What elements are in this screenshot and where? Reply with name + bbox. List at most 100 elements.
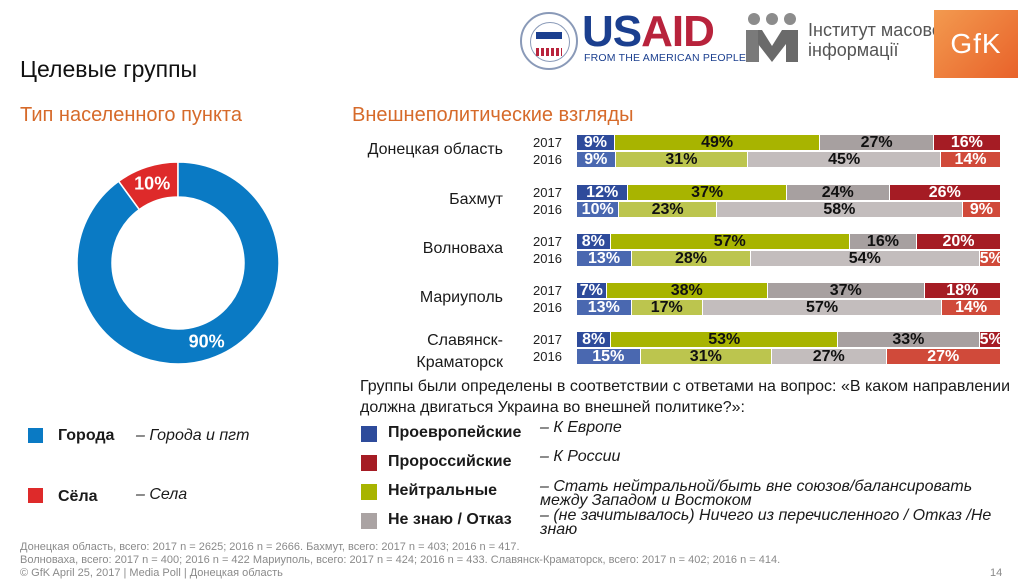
usaid-tagline: FROM THE AMERICAN PEOPLE (584, 52, 747, 64)
legend-desc-0: – К Европе (540, 419, 622, 436)
year-label: 2017 (533, 135, 562, 150)
bar-segment-dont-know: 45% (748, 152, 942, 168)
copyright: © GfK April 25, 2017 | Media Poll | Доне… (20, 567, 283, 579)
bar-segment-neutral: 31% (640, 349, 773, 365)
usaid-aid: AID (641, 7, 715, 56)
page-number: 14 (990, 567, 1003, 579)
legend-desc-1: – К России (540, 448, 621, 465)
region-label: Волноваха (422, 240, 503, 257)
legend-desc-3: – (не зачитывалось) Ничего из перечислен… (540, 507, 992, 538)
donut-label-villages: 10% (134, 174, 170, 194)
year-label: 2017 (533, 332, 562, 347)
bar-row-2016: 10% 23% 58% 9% (577, 202, 1001, 218)
imi-line1: Інститут масової (808, 20, 947, 40)
legend-desc-2: – Стать нейтральной/быть вне союзов/бала… (540, 478, 973, 509)
year-label: 2016 (533, 349, 562, 364)
bar-row-2016: 15% 31% 27% 27% (577, 349, 1001, 365)
bar-segment-prorussian: 14% (941, 152, 1001, 168)
bar-row-2017: 8% 57% 16% 20% (577, 234, 1001, 250)
bar-row-2017: 12% 37% 24% 26% (577, 185, 1001, 201)
donut-slice-cities (76, 161, 280, 365)
bar-row-2016: 9% 31% 45% 14% (577, 152, 1001, 168)
bar-segment-dont-know: 58% (716, 202, 963, 218)
bar-segment-neutral: 17% (631, 300, 703, 316)
usaid-wordmark: USAID (582, 7, 715, 56)
bar-segment-proeuropean: 9% (577, 152, 616, 168)
bar-segment-neutral: 28% (632, 251, 751, 267)
legend-swatch-1 (361, 455, 377, 471)
page-title: Целевые группы (20, 56, 198, 82)
region-label: Мариуполь (419, 289, 503, 306)
bar-segment-neutral: 37% (628, 185, 787, 201)
bar-segment-prorussian: 20% (917, 234, 1001, 250)
legend-name-2: Нейтральные (388, 482, 498, 499)
region-label: Донецкая область (367, 141, 503, 158)
bar-row-2017: 9% 49% 27% 16% (577, 135, 1001, 151)
imi-wordmark: Інститут масової інформації (808, 20, 947, 60)
foreign-policy-subtitle: Внешнеполитические взгляды (352, 104, 634, 126)
year-label: 2016 (533, 300, 562, 315)
legend-swatch-villages (28, 488, 43, 503)
bar-segment-prorussian: 5% (979, 331, 1003, 348)
bar-segment-neutral: 38% (606, 283, 768, 299)
region-label: Бахмут (449, 191, 503, 208)
bar-segment-proeuropean: 8% (577, 234, 611, 250)
year-label: 2016 (533, 202, 562, 217)
bar-segment-neutral: 53% (611, 332, 839, 348)
legend-label-villages: Сёла (58, 488, 98, 505)
footnote-line-1: Донецкая область, всего: 2017 n = 2625; … (20, 541, 520, 553)
legend-desc-cities: – Города и пгт (136, 427, 250, 444)
bar-segment-neutral: 49% (614, 135, 821, 151)
bar-segment-prorussian: 5% (979, 250, 1003, 267)
bar-segment-dont-know: 24% (786, 185, 890, 201)
legend-item-villages: Сёла – Села (28, 486, 187, 508)
bar-row-2016: 13% 28% 54% 5% (577, 250, 1003, 267)
legend-swatch-0 (361, 426, 377, 442)
bar-segment-prorussian: 16% (933, 135, 1001, 151)
bar-segment-dont-know: 33% (838, 332, 980, 348)
bar-segment-dont-know: 37% (767, 283, 925, 299)
bar-segment-prorussian: 14% (942, 300, 1001, 316)
legend-swatch-2 (361, 484, 377, 500)
year-label: 2017 (533, 234, 562, 249)
bar-segment-neutral: 57% (610, 234, 850, 250)
bar-segment-proeuropean: 13% (577, 300, 632, 316)
bar-row-2017: 7% 38% 37% 18% (577, 283, 1001, 299)
bar-segment-dont-know: 57% (702, 300, 943, 316)
bar-segment-prorussian: 9% (962, 202, 1001, 218)
legend-desc-villages: – Села (136, 486, 188, 503)
imi-line2: інформації (808, 40, 899, 60)
bar-segment-dont-know: 27% (772, 349, 887, 365)
usaid-us: US (582, 7, 642, 56)
settlement-donut-chart: 10% 90% (76, 161, 280, 365)
bar-segment-prorussian: 26% (889, 185, 1001, 201)
region-label: Славянск- Краматорск (416, 332, 503, 371)
bar-segment-neutral: 23% (619, 202, 717, 218)
legend-swatch-cities (28, 428, 43, 443)
bar-row-2016: 13% 17% 57% 14% (577, 300, 1001, 316)
bar-row-2017: 8% 53% 33% 5% (577, 331, 1003, 348)
legend-name-0: Проевропейские (388, 424, 522, 441)
bar-segment-dont-know: 27% (820, 135, 934, 151)
bar-segment-dont-know: 16% (849, 234, 918, 250)
year-label: 2017 (533, 283, 562, 298)
year-label: 2017 (533, 185, 562, 200)
bar-segment-proeuropean: 12% (577, 185, 629, 201)
bar-segment-proeuropean: 13% (577, 251, 633, 267)
legend-name-3: Не знаю / Отказ (388, 511, 512, 528)
imi-logo-icon (746, 13, 798, 62)
bar-segment-prorussian: 18% (924, 283, 1001, 299)
bar-segment-proeuropean: 7% (577, 283, 607, 299)
bar-segment-dont-know: 54% (750, 251, 980, 267)
groups-definition-note: Группы были определены в соответствии с … (360, 378, 1010, 416)
footnote-line-2: Волноваха, всего: 2017 n = 400; 2016 n =… (20, 554, 781, 566)
legend-name-1: Пророссийские (388, 453, 512, 470)
bar-segment-neutral: 31% (615, 152, 749, 168)
settlement-type-subtitle: Тип населенного пункта (20, 104, 242, 126)
year-label: 2016 (533, 152, 562, 167)
year-label: 2016 (533, 251, 562, 266)
bar-segment-proeuropean: 9% (577, 135, 615, 151)
donut-label-cities: 90% (189, 331, 225, 351)
legend-item-cities: Города – Города и пгт (28, 427, 249, 448)
legend-label-cities: Города (58, 427, 115, 444)
